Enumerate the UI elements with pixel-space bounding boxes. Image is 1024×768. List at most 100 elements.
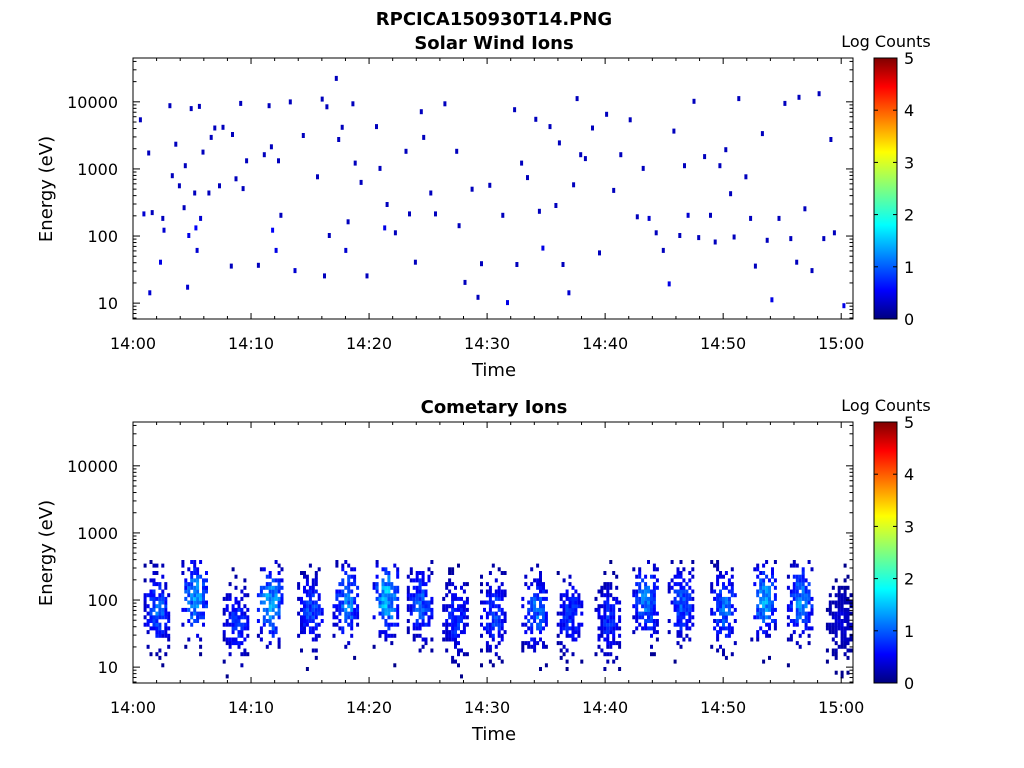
- data-cell: [199, 644, 203, 649]
- data-cell: [196, 600, 200, 605]
- data-cell: [759, 607, 763, 612]
- data-cell: [716, 582, 720, 587]
- data-cell: [240, 596, 244, 601]
- data-cell: [297, 582, 301, 587]
- data-cell: [685, 600, 689, 605]
- data-cell: [265, 607, 269, 612]
- data-cell: [303, 630, 306, 635]
- data-cell: [228, 637, 232, 642]
- data-cell: [837, 600, 841, 605]
- data-cell: [320, 96, 324, 102]
- data-cell: [460, 615, 463, 620]
- data-cell: [387, 574, 391, 579]
- data-cell: [603, 600, 607, 605]
- data-cell: [770, 297, 774, 303]
- data-cell: [530, 600, 534, 605]
- data-cell: [448, 571, 452, 575]
- data-cell: [559, 626, 563, 631]
- data-cell: [375, 574, 379, 579]
- data-cell: [149, 589, 153, 594]
- data-cell: [445, 593, 449, 598]
- data-cell: [297, 611, 301, 616]
- data-cell: [222, 596, 226, 601]
- data-cell: [491, 626, 495, 631]
- data-cell: [338, 582, 342, 587]
- data-cell: [494, 604, 498, 609]
- data-cell: [164, 604, 168, 609]
- data-cell: [561, 262, 565, 267]
- data-cell: [311, 637, 315, 642]
- data-cell: [713, 239, 717, 245]
- data-cell: [241, 186, 245, 192]
- data-cell: [679, 582, 683, 587]
- data-cell: [527, 585, 531, 590]
- data-cell: [834, 626, 838, 631]
- data-cell: [652, 582, 656, 587]
- data-cell: [187, 619, 191, 623]
- data-cell: [644, 607, 648, 612]
- data-cell: [311, 648, 315, 653]
- data-cell: [256, 262, 260, 268]
- data-cell: [332, 611, 336, 616]
- data-cell: [308, 630, 312, 635]
- data-cell: [682, 596, 686, 601]
- data-cell: [193, 567, 197, 572]
- data-cell: [199, 652, 203, 657]
- data-cell: [807, 589, 811, 594]
- data-cell: [760, 131, 764, 137]
- data-cell: [679, 633, 683, 638]
- data-cell: [311, 600, 315, 605]
- data-cell: [650, 619, 653, 623]
- data-cell: [691, 607, 695, 612]
- data-cell: [652, 589, 656, 594]
- data-cell: [837, 607, 841, 612]
- data-cell: [421, 589, 425, 594]
- data-cell: [161, 215, 165, 221]
- data-cell: [454, 630, 457, 635]
- data-cell: [577, 622, 581, 627]
- data-cell: [350, 626, 354, 631]
- data-cell: [190, 596, 194, 601]
- data-cell: [462, 626, 466, 631]
- data-cell: [685, 611, 689, 616]
- data-cell: [332, 615, 336, 620]
- data-cell: [445, 582, 449, 587]
- data-cell: [679, 619, 683, 623]
- data-cell: [673, 600, 677, 605]
- data-cell: [724, 600, 728, 605]
- data-cell: [801, 630, 805, 635]
- data-cell: [846, 611, 850, 616]
- data-cell: [491, 615, 495, 620]
- data-cell: [265, 582, 269, 587]
- data-cell: [562, 600, 566, 605]
- data-cell: [259, 589, 263, 594]
- data-cell: [256, 633, 260, 638]
- data-cell: [305, 611, 309, 616]
- data-cell: [488, 659, 492, 664]
- data-cell: [308, 604, 312, 609]
- data-cell: [773, 607, 777, 612]
- data-cell: [193, 589, 197, 594]
- data-cell: [243, 578, 247, 583]
- data-cell: [187, 637, 191, 642]
- data-cell: [225, 604, 229, 609]
- data-cell: [409, 611, 413, 616]
- data-cell: [243, 611, 247, 616]
- data-cell: [500, 571, 504, 575]
- data-cell: [544, 611, 548, 616]
- data-cell: [682, 637, 686, 642]
- data-cell: [390, 641, 394, 646]
- data-cell: [565, 596, 569, 601]
- data-cell: [840, 641, 844, 646]
- data-cell: [533, 648, 537, 653]
- data-cell: [762, 619, 766, 623]
- data-cell: [497, 619, 501, 623]
- data-cell: [465, 622, 469, 627]
- data-cell: [565, 619, 569, 623]
- data-cell: [152, 607, 156, 612]
- data-cell: [716, 593, 720, 598]
- data-cell: [451, 615, 455, 620]
- data-cell: [161, 663, 165, 668]
- data-cell: [831, 611, 835, 616]
- data-cell: [418, 596, 422, 601]
